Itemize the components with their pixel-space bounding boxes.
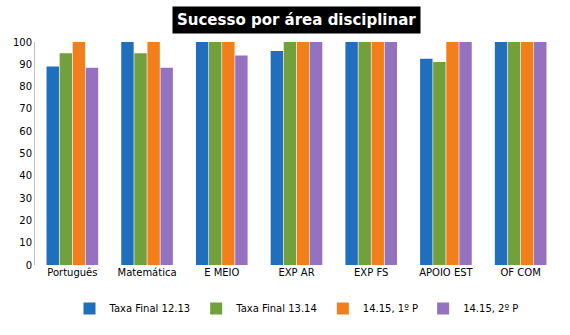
svg-text:APOIO EST: APOIO EST	[419, 267, 473, 278]
svg-text:40: 40	[19, 170, 32, 181]
svg-text:OF COM: OF COM	[500, 267, 540, 278]
svg-text:E MEIO: E MEIO	[204, 267, 239, 278]
svg-text:14.15, 1º P: 14.15, 1º P	[363, 303, 418, 314]
svg-text:Português: Português	[47, 267, 97, 278]
svg-text:90: 90	[19, 59, 32, 70]
svg-text:60: 60	[19, 126, 32, 137]
svg-text:EXP FS: EXP FS	[354, 267, 388, 278]
svg-text:30: 30	[19, 193, 32, 204]
svg-text:70: 70	[19, 103, 32, 114]
svg-text:10: 10	[19, 237, 32, 248]
svg-text:Taxa Final 12.13: Taxa Final 12.13	[109, 303, 191, 314]
svg-text:80: 80	[19, 81, 32, 92]
svg-text:EXP AR: EXP AR	[278, 267, 314, 278]
svg-text:100: 100	[13, 37, 32, 48]
svg-text:Matemática: Matemática	[118, 267, 177, 278]
svg-text:14.15, 2º P: 14.15, 2º P	[463, 303, 518, 314]
svg-text:0: 0	[26, 260, 32, 271]
svg-text:Taxa Final 13.14: Taxa Final 13.14	[235, 303, 317, 314]
svg-text:20: 20	[19, 215, 32, 226]
svg-text:Sucesso por área disciplinar: Sucesso por área disciplinar	[177, 11, 416, 29]
svg-text:50: 50	[19, 148, 32, 159]
